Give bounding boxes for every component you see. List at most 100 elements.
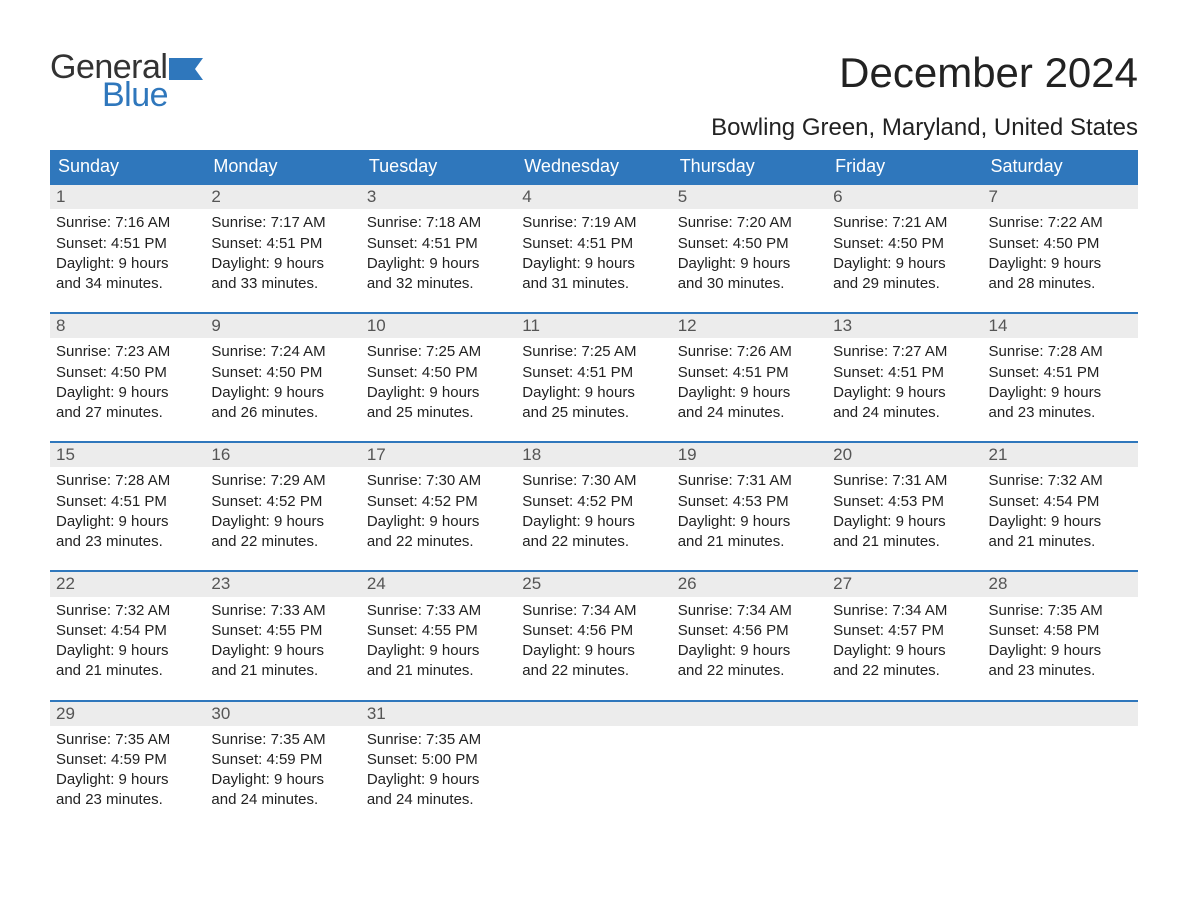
day-details: Sunrise: 7:35 AMSunset: 4:59 PMDaylight:… [50, 726, 205, 829]
day-line: Daylight: 9 hours [56, 512, 199, 532]
day-line: Sunset: 4:52 PM [367, 492, 510, 512]
day-line: and 22 minutes. [367, 532, 510, 552]
calendar-cell: 12Sunrise: 7:26 AMSunset: 4:51 PMDayligh… [672, 313, 827, 442]
day-line: Sunset: 4:57 PM [833, 621, 976, 641]
day-details: Sunrise: 7:33 AMSunset: 4:55 PMDaylight:… [205, 597, 360, 700]
day-line: Sunset: 4:51 PM [367, 234, 510, 254]
day-details: Sunrise: 7:21 AMSunset: 4:50 PMDaylight:… [827, 209, 982, 312]
day-details-empty [983, 726, 1138, 816]
day-number: 8 [50, 314, 205, 338]
day-line: Sunrise: 7:32 AM [56, 601, 199, 621]
day-number: 13 [827, 314, 982, 338]
day-line: Sunrise: 7:31 AM [833, 471, 976, 491]
day-details: Sunrise: 7:22 AMSunset: 4:50 PMDaylight:… [983, 209, 1138, 312]
day-line: Daylight: 9 hours [367, 254, 510, 274]
day-line: Sunset: 4:55 PM [211, 621, 354, 641]
day-line: Sunrise: 7:31 AM [678, 471, 821, 491]
day-line: Daylight: 9 hours [678, 254, 821, 274]
day-details: Sunrise: 7:29 AMSunset: 4:52 PMDaylight:… [205, 467, 360, 570]
day-line: Daylight: 9 hours [211, 641, 354, 661]
calendar-cell [827, 701, 982, 829]
day-line: Daylight: 9 hours [678, 512, 821, 532]
day-line: Sunset: 4:51 PM [833, 363, 976, 383]
calendar-cell: 31Sunrise: 7:35 AMSunset: 5:00 PMDayligh… [361, 701, 516, 829]
day-details: Sunrise: 7:25 AMSunset: 4:51 PMDaylight:… [516, 338, 671, 441]
day-line: Daylight: 9 hours [211, 770, 354, 790]
day-details: Sunrise: 7:31 AMSunset: 4:53 PMDaylight:… [672, 467, 827, 570]
day-line: Daylight: 9 hours [522, 383, 665, 403]
day-details: Sunrise: 7:34 AMSunset: 4:56 PMDaylight:… [516, 597, 671, 700]
day-line: Sunset: 4:56 PM [678, 621, 821, 641]
day-line: Sunset: 4:51 PM [56, 234, 199, 254]
day-line: Daylight: 9 hours [833, 254, 976, 274]
day-line: Sunset: 4:53 PM [678, 492, 821, 512]
calendar-cell: 17Sunrise: 7:30 AMSunset: 4:52 PMDayligh… [361, 442, 516, 571]
day-line: Sunrise: 7:27 AM [833, 342, 976, 362]
day-number: 31 [361, 702, 516, 726]
day-line: Daylight: 9 hours [56, 770, 199, 790]
calendar-cell: 28Sunrise: 7:35 AMSunset: 4:58 PMDayligh… [983, 571, 1138, 700]
day-line: Sunset: 4:54 PM [989, 492, 1132, 512]
day-line: Sunrise: 7:21 AM [833, 213, 976, 233]
day-line: Sunrise: 7:34 AM [678, 601, 821, 621]
day-line: and 21 minutes. [678, 532, 821, 552]
day-line: and 28 minutes. [989, 274, 1132, 294]
day-line: Sunset: 4:50 PM [367, 363, 510, 383]
day-line: and 21 minutes. [989, 532, 1132, 552]
day-line: Sunset: 4:54 PM [56, 621, 199, 641]
day-line: and 32 minutes. [367, 274, 510, 294]
day-line: Sunrise: 7:34 AM [833, 601, 976, 621]
calendar-cell: 23Sunrise: 7:33 AMSunset: 4:55 PMDayligh… [205, 571, 360, 700]
day-number: 14 [983, 314, 1138, 338]
day-number: 23 [205, 572, 360, 596]
day-details: Sunrise: 7:30 AMSunset: 4:52 PMDaylight:… [516, 467, 671, 570]
day-line: Sunset: 4:53 PM [833, 492, 976, 512]
day-details: Sunrise: 7:27 AMSunset: 4:51 PMDaylight:… [827, 338, 982, 441]
day-details: Sunrise: 7:26 AMSunset: 4:51 PMDaylight:… [672, 338, 827, 441]
day-line: Sunset: 4:56 PM [522, 621, 665, 641]
day-number: 30 [205, 702, 360, 726]
day-number: 15 [50, 443, 205, 467]
calendar-cell: 30Sunrise: 7:35 AMSunset: 4:59 PMDayligh… [205, 701, 360, 829]
day-line: Sunset: 4:51 PM [211, 234, 354, 254]
day-line: and 24 minutes. [678, 403, 821, 423]
day-details: Sunrise: 7:34 AMSunset: 4:56 PMDaylight:… [672, 597, 827, 700]
day-number: 3 [361, 185, 516, 209]
day-details-empty [672, 726, 827, 816]
day-line: and 22 minutes. [522, 532, 665, 552]
day-line: Daylight: 9 hours [367, 770, 510, 790]
day-details: Sunrise: 7:28 AMSunset: 4:51 PMDaylight:… [50, 467, 205, 570]
day-number: 10 [361, 314, 516, 338]
day-details: Sunrise: 7:23 AMSunset: 4:50 PMDaylight:… [50, 338, 205, 441]
day-line: Sunrise: 7:33 AM [367, 601, 510, 621]
day-line: and 27 minutes. [56, 403, 199, 423]
day-line: Sunset: 4:51 PM [56, 492, 199, 512]
day-number: 2 [205, 185, 360, 209]
day-line: and 29 minutes. [833, 274, 976, 294]
header: General Blue December 2024 Bowling Green… [50, 50, 1138, 142]
day-number: 19 [672, 443, 827, 467]
day-line: and 30 minutes. [678, 274, 821, 294]
calendar-cell: 19Sunrise: 7:31 AMSunset: 4:53 PMDayligh… [672, 442, 827, 571]
day-number: 1 [50, 185, 205, 209]
day-line: Sunrise: 7:32 AM [989, 471, 1132, 491]
day-line: and 21 minutes. [367, 661, 510, 681]
day-line: Sunset: 5:00 PM [367, 750, 510, 770]
day-line: and 23 minutes. [989, 403, 1132, 423]
day-line: Sunrise: 7:25 AM [367, 342, 510, 362]
day-line: Daylight: 9 hours [367, 383, 510, 403]
day-line: Daylight: 9 hours [522, 254, 665, 274]
day-details: Sunrise: 7:35 AMSunset: 4:58 PMDaylight:… [983, 597, 1138, 700]
day-line: Daylight: 9 hours [56, 254, 199, 274]
day-line: Sunrise: 7:19 AM [522, 213, 665, 233]
calendar-cell: 22Sunrise: 7:32 AMSunset: 4:54 PMDayligh… [50, 571, 205, 700]
day-line: Daylight: 9 hours [522, 641, 665, 661]
day-number-empty [516, 702, 671, 726]
day-details: Sunrise: 7:19 AMSunset: 4:51 PMDaylight:… [516, 209, 671, 312]
calendar-cell: 3Sunrise: 7:18 AMSunset: 4:51 PMDaylight… [361, 184, 516, 313]
day-line: Daylight: 9 hours [211, 512, 354, 532]
day-line: Daylight: 9 hours [56, 641, 199, 661]
day-line: Daylight: 9 hours [678, 641, 821, 661]
day-line: Sunrise: 7:24 AM [211, 342, 354, 362]
day-line: and 24 minutes. [211, 790, 354, 810]
